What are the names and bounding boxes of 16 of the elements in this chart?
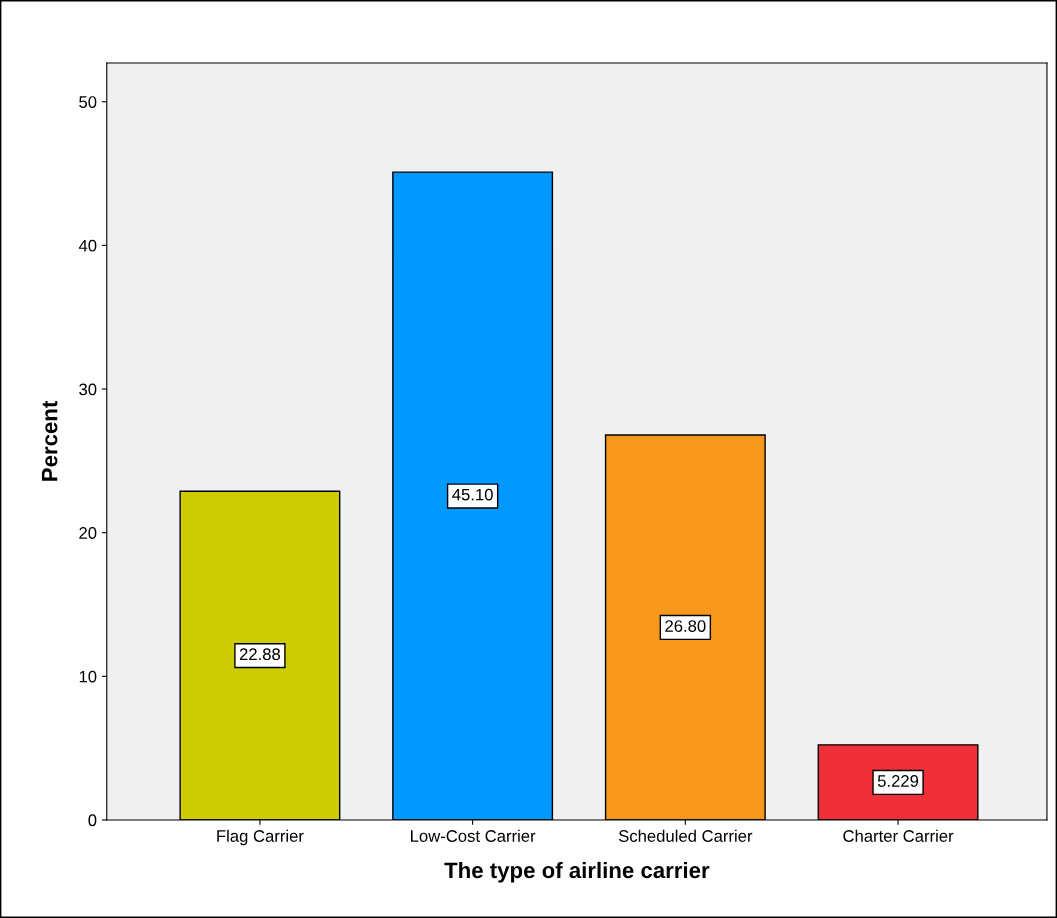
data-label: 45.10	[452, 488, 493, 501]
x-axis-title: The type of airline carrier	[444, 861, 710, 883]
x-tick-label: Scheduled Carrier	[618, 829, 753, 842]
y-tick-label: 30	[79, 383, 97, 396]
data-label: 22.88	[239, 648, 281, 661]
y-tick-label: 0	[88, 814, 97, 827]
y-tick-label: 20	[79, 527, 97, 539]
data-label: 26.80	[665, 620, 706, 632]
y-tick-label: 40	[78, 239, 97, 252]
x-tick-label: Charter Carrier	[843, 829, 954, 842]
x-tick-label: Flag Carrier	[217, 829, 304, 846]
data-label: 5.229	[877, 775, 919, 787]
y-tick-label: 10	[79, 670, 97, 683]
y-axis-title: Percent	[41, 400, 58, 481]
y-tick-label: 50	[79, 96, 97, 108]
x-tick-label: Low-Cost Carrier	[411, 829, 536, 842]
